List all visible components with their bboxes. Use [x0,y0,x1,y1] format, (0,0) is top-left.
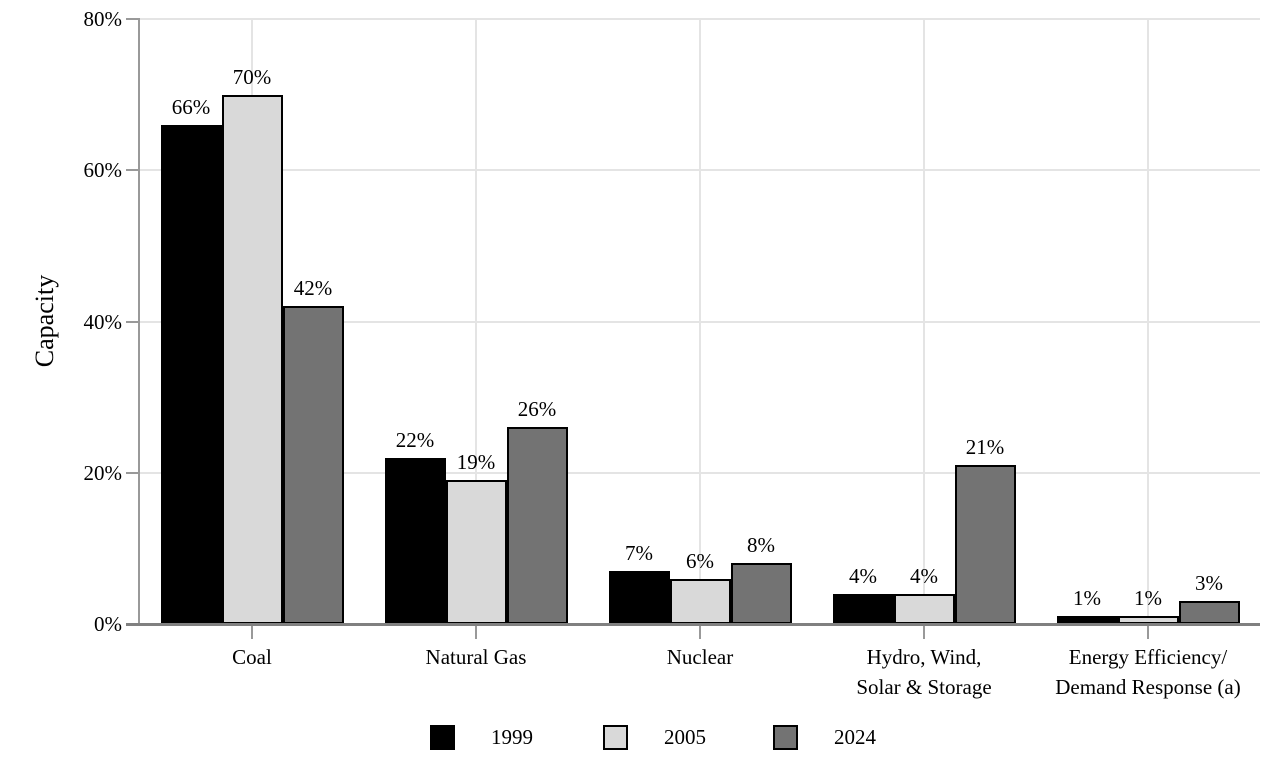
bar-value-label: 3% [1195,571,1223,595]
y-tick-label: 0% [94,612,122,636]
legend-label-2024: 2024 [834,725,876,749]
x-axis-tick [1147,626,1149,639]
category-label: Coal [232,645,272,669]
category-label: Energy Efficiency/ Demand Response (a) [1055,645,1241,699]
bar [832,594,894,624]
horizontal-gridline [140,18,1260,20]
category-label: Natural Gas [425,645,527,669]
bar-value-label: 21% [965,435,1005,459]
bar-value-label: 4% [849,564,877,588]
y-axis-line [138,18,140,625]
horizontal-gridline [140,169,1260,172]
x-axis-tick [251,626,253,639]
legend-item-2005: 2005 [603,724,706,750]
horizontal-gridline [140,471,1260,474]
bar-value-label: 7% [625,541,653,565]
legend-item-2024: 2024 [773,724,876,750]
y-axis-tick [126,320,140,323]
bar [730,563,792,624]
y-axis-tick [126,471,140,474]
bar [954,465,1016,624]
horizontal-gridline [140,320,1260,323]
chart-legend: 1999 2005 2024 [0,724,1280,752]
bar [669,579,731,624]
bar-value-label: 1% [1073,586,1101,610]
bar-value-label: 66% [171,95,211,119]
y-tick-label: 40% [83,309,123,334]
bar-value-label: 1% [1134,586,1162,610]
y-tick-label: 20% [83,460,123,485]
bar-value-label: 22% [395,428,435,452]
bar-value-label: 70% [232,65,272,89]
x-axis-line [126,623,1260,626]
x-axis-tick [475,626,477,639]
bar [1178,601,1240,624]
bar [445,480,507,624]
bar-value-label: 6% [686,549,714,573]
bar-value-label: 19% [456,450,496,474]
bar [506,427,568,624]
bar [384,458,446,624]
legend-swatch-2005 [603,724,628,750]
y-tick-label: 80% [83,7,123,31]
legend-label-1999: 1999 [491,725,533,749]
bar [893,594,955,624]
legend-item-1999: 1999 [430,724,533,750]
bar [282,306,344,624]
x-axis-tick [923,626,925,639]
bar [608,571,670,624]
bar-value-label: 42% [293,276,333,300]
legend-label-2005: 2005 [664,725,706,749]
legend-swatch-1999 [430,724,455,750]
legend-swatch-2024 [773,724,798,750]
bar-value-label: 4% [910,564,938,588]
y-tick-label: 60% [83,158,123,183]
y-axis-tick [126,169,140,172]
x-axis-tick [699,626,701,639]
bar-value-label: 26% [517,397,557,421]
category-label: Hydro, Wind, Solar & Storage [856,645,992,699]
bar [160,125,222,624]
category-label: Nuclear [666,645,734,669]
bar-value-label: 8% [747,533,775,557]
y-axis-tick [126,18,140,20]
bar [221,95,283,624]
